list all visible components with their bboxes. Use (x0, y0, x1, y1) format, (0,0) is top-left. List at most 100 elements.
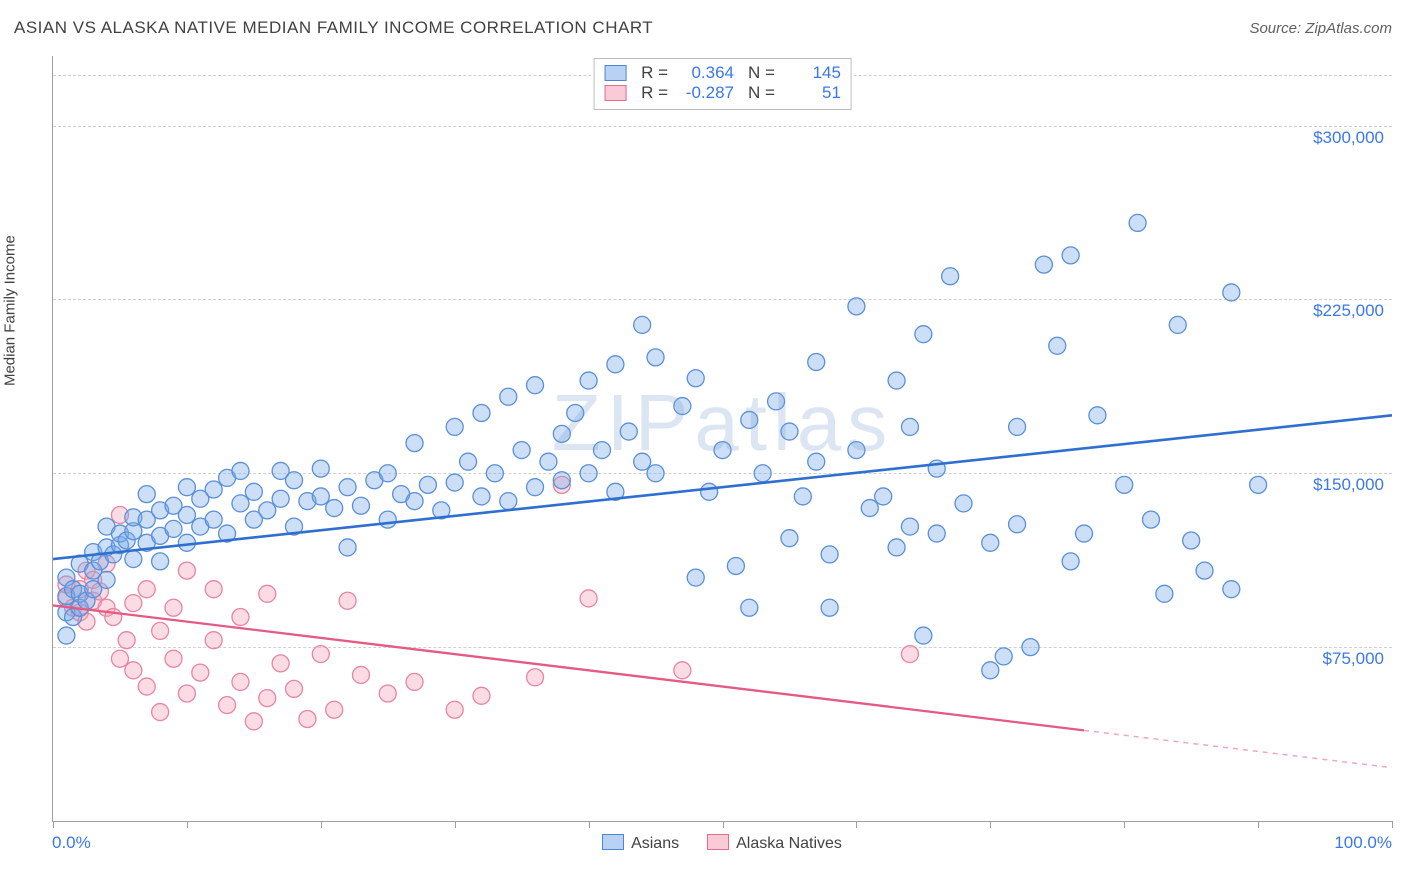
asians-point (848, 442, 865, 459)
asians-point (138, 486, 155, 503)
asians-point (1223, 581, 1240, 598)
legend-row: R =-0.287N =51 (604, 83, 841, 103)
asians-point (553, 425, 570, 442)
asians-point (1169, 316, 1186, 333)
r-label: R = (641, 83, 668, 103)
x-tick (1124, 821, 1125, 828)
asians-point (687, 370, 704, 387)
asians-point (527, 377, 544, 394)
legend-item: Alaska Natives (707, 834, 842, 853)
asians-point (821, 599, 838, 616)
asians-point (232, 495, 249, 512)
asians-point (888, 539, 905, 556)
asians-point (647, 349, 664, 366)
asians-point (152, 553, 169, 570)
asians-point (995, 648, 1012, 665)
n-value: 145 (783, 63, 841, 83)
legend-label: Alaska Natives (736, 835, 842, 852)
alaska_natives-point (178, 562, 195, 579)
asians-point (406, 493, 423, 510)
asians-point (473, 488, 490, 505)
alaska_natives-point (205, 581, 222, 598)
asians-point (768, 393, 785, 410)
alaska_natives-point (901, 646, 918, 663)
asians-point (580, 372, 597, 389)
alaska_natives-point (152, 704, 169, 721)
asians-point (901, 518, 918, 535)
asians-point (647, 465, 664, 482)
asians-point (794, 488, 811, 505)
x-tick (1392, 821, 1393, 828)
alaska_natives-point (118, 632, 135, 649)
asians-point (1062, 553, 1079, 570)
alaska_natives-point (527, 669, 544, 686)
alaska_natives-point (446, 701, 463, 718)
plot-area: R =0.364N =145R =-0.287N =51 ZIPatlas $7… (52, 56, 1392, 822)
asians-point (674, 398, 691, 415)
asians-point (312, 460, 329, 477)
legend-swatch (707, 834, 729, 850)
x-tick (589, 821, 590, 828)
series-legend: Asians Alaska Natives (602, 834, 842, 853)
asians-point (245, 483, 262, 500)
legend-row: R =0.364N =145 (604, 63, 841, 83)
alaska_natives-point (312, 646, 329, 663)
asians-point (312, 488, 329, 505)
x-tick (723, 821, 724, 828)
r-value: -0.287 (676, 83, 734, 103)
asians-point (1062, 247, 1079, 264)
asians-point (687, 569, 704, 586)
asians-point (473, 405, 490, 422)
asians-point (901, 418, 918, 435)
asians-point (1223, 284, 1240, 301)
asians-point (406, 435, 423, 452)
legend-item: Asians (602, 834, 679, 853)
asians-point (1009, 516, 1026, 533)
asians-point (955, 495, 972, 512)
x-tick (990, 821, 991, 828)
legend-swatch (602, 834, 624, 850)
x-tick (53, 821, 54, 828)
alaska_natives-point (245, 713, 262, 730)
asians-point (232, 462, 249, 479)
asians-point (460, 453, 477, 470)
asians-point (1250, 476, 1267, 493)
asians-point (286, 472, 303, 489)
asians-point (98, 571, 115, 588)
asians-point (339, 539, 356, 556)
asians-point (446, 474, 463, 491)
asians-point (714, 442, 731, 459)
asians-point (727, 558, 744, 575)
asians-point (848, 298, 865, 315)
asians-point (580, 465, 597, 482)
alaska_natives-point (138, 581, 155, 598)
asians-point (165, 520, 182, 537)
alaska_natives-point (259, 690, 276, 707)
asians-point (567, 405, 584, 422)
asians-point (1089, 407, 1106, 424)
asians-point (326, 500, 343, 517)
asians-point (634, 316, 651, 333)
chart-title: ASIAN VS ALASKA NATIVE MEDIAN FAMILY INC… (14, 18, 653, 38)
asians-point (272, 490, 289, 507)
x-tick (187, 821, 188, 828)
asians-point (888, 372, 905, 389)
asians-point (1129, 214, 1146, 231)
asians-point (808, 354, 825, 371)
n-value: 51 (783, 83, 841, 103)
asians-point (861, 500, 878, 517)
asians-point (875, 488, 892, 505)
legend-label: Asians (631, 835, 679, 852)
asians-point (808, 453, 825, 470)
asians-point (205, 511, 222, 528)
asians-point (500, 493, 517, 510)
r-value: 0.364 (676, 63, 734, 83)
asians-point (205, 481, 222, 498)
asians-point (540, 453, 557, 470)
asians-point (1196, 562, 1213, 579)
alaska_natives-point (165, 599, 182, 616)
asians-point (1156, 585, 1173, 602)
legend-swatch (604, 65, 626, 81)
x-tick (455, 821, 456, 828)
asians-point (513, 442, 530, 459)
